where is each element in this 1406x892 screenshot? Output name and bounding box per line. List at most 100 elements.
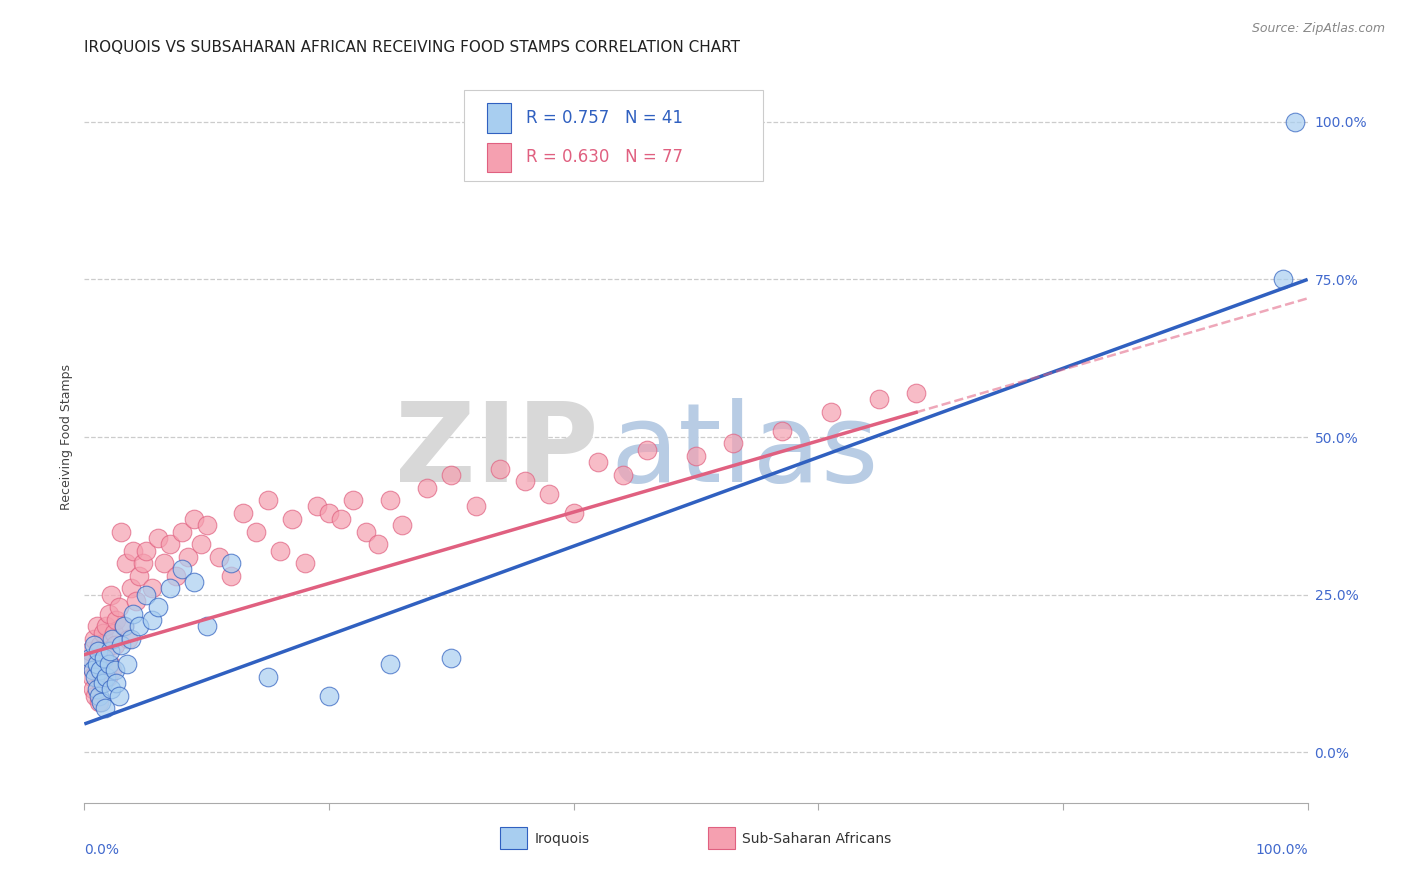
Point bbox=[183, 575, 205, 590]
Point bbox=[159, 537, 181, 551]
Point bbox=[97, 607, 120, 621]
Point bbox=[135, 588, 157, 602]
Point bbox=[112, 619, 135, 633]
Point bbox=[367, 537, 389, 551]
Point bbox=[141, 582, 163, 596]
Point bbox=[90, 695, 112, 709]
Point bbox=[257, 670, 280, 684]
Point bbox=[342, 493, 364, 508]
Point bbox=[820, 405, 842, 419]
Point bbox=[93, 650, 115, 665]
Text: Iroquois: Iroquois bbox=[534, 831, 589, 846]
Point bbox=[97, 670, 120, 684]
Point bbox=[318, 506, 340, 520]
Point bbox=[97, 657, 120, 671]
Point bbox=[165, 569, 187, 583]
Point bbox=[105, 613, 128, 627]
Point bbox=[141, 613, 163, 627]
Point bbox=[100, 588, 122, 602]
Point bbox=[79, 650, 101, 665]
Y-axis label: Receiving Food Stamps: Receiving Food Stamps bbox=[60, 364, 73, 510]
Point bbox=[183, 512, 205, 526]
Point bbox=[128, 569, 150, 583]
Text: Source: ZipAtlas.com: Source: ZipAtlas.com bbox=[1251, 22, 1385, 36]
Point bbox=[101, 632, 124, 646]
Point bbox=[82, 682, 104, 697]
Point bbox=[83, 632, 105, 646]
Point bbox=[380, 493, 402, 508]
Point bbox=[232, 506, 254, 520]
Point bbox=[104, 638, 127, 652]
Point bbox=[77, 657, 100, 671]
Point bbox=[257, 493, 280, 508]
Point bbox=[146, 531, 169, 545]
Point bbox=[380, 657, 402, 671]
FancyBboxPatch shape bbox=[464, 90, 763, 181]
Point bbox=[489, 461, 512, 475]
Point bbox=[96, 670, 118, 684]
Point bbox=[101, 664, 124, 678]
Point bbox=[416, 481, 439, 495]
Point bbox=[87, 695, 110, 709]
Point bbox=[107, 600, 129, 615]
Point bbox=[219, 556, 242, 570]
Point bbox=[89, 638, 111, 652]
Point bbox=[125, 594, 148, 608]
Text: Sub-Saharan Africans: Sub-Saharan Africans bbox=[742, 831, 891, 846]
Point bbox=[96, 619, 118, 633]
Text: ZIP: ZIP bbox=[395, 398, 598, 505]
Point bbox=[110, 524, 132, 539]
Point bbox=[440, 467, 463, 482]
Point bbox=[94, 701, 117, 715]
Point bbox=[294, 556, 316, 570]
Point bbox=[245, 524, 267, 539]
Text: R = 0.630   N = 77: R = 0.630 N = 77 bbox=[526, 148, 683, 167]
Point bbox=[269, 543, 291, 558]
Point bbox=[86, 619, 108, 633]
Point bbox=[1284, 115, 1306, 129]
Point bbox=[83, 638, 105, 652]
Point bbox=[128, 619, 150, 633]
Point bbox=[110, 638, 132, 652]
Point bbox=[79, 644, 101, 658]
Point bbox=[195, 619, 218, 633]
Point bbox=[440, 650, 463, 665]
Text: 100.0%: 100.0% bbox=[1256, 843, 1308, 857]
Point bbox=[98, 644, 121, 658]
Point bbox=[120, 582, 142, 596]
Point bbox=[391, 518, 413, 533]
Point bbox=[122, 543, 145, 558]
Point bbox=[190, 537, 212, 551]
Point bbox=[195, 518, 218, 533]
Point bbox=[98, 657, 121, 671]
Point bbox=[115, 657, 138, 671]
Text: atlas: atlas bbox=[610, 398, 879, 505]
Point bbox=[685, 449, 707, 463]
FancyBboxPatch shape bbox=[486, 143, 512, 172]
FancyBboxPatch shape bbox=[501, 827, 527, 849]
Point bbox=[87, 644, 110, 658]
Point bbox=[562, 506, 585, 520]
Point bbox=[132, 556, 155, 570]
Point bbox=[107, 689, 129, 703]
Point bbox=[464, 500, 486, 514]
Text: 0.0%: 0.0% bbox=[84, 843, 120, 857]
Point bbox=[172, 524, 194, 539]
Point bbox=[90, 676, 112, 690]
Point bbox=[82, 664, 104, 678]
Point bbox=[80, 670, 103, 684]
Point bbox=[869, 392, 891, 407]
Point bbox=[721, 436, 744, 450]
Point bbox=[120, 632, 142, 646]
Text: IROQUOIS VS SUBSAHARAN AFRICAN RECEIVING FOOD STAMPS CORRELATION CHART: IROQUOIS VS SUBSAHARAN AFRICAN RECEIVING… bbox=[84, 40, 741, 55]
Point bbox=[84, 670, 107, 684]
Point bbox=[100, 682, 122, 697]
Point bbox=[89, 664, 111, 678]
Point bbox=[159, 582, 181, 596]
FancyBboxPatch shape bbox=[486, 103, 512, 133]
Point bbox=[146, 600, 169, 615]
Point bbox=[318, 689, 340, 703]
Point bbox=[219, 569, 242, 583]
Point bbox=[104, 664, 127, 678]
Point bbox=[208, 549, 231, 564]
